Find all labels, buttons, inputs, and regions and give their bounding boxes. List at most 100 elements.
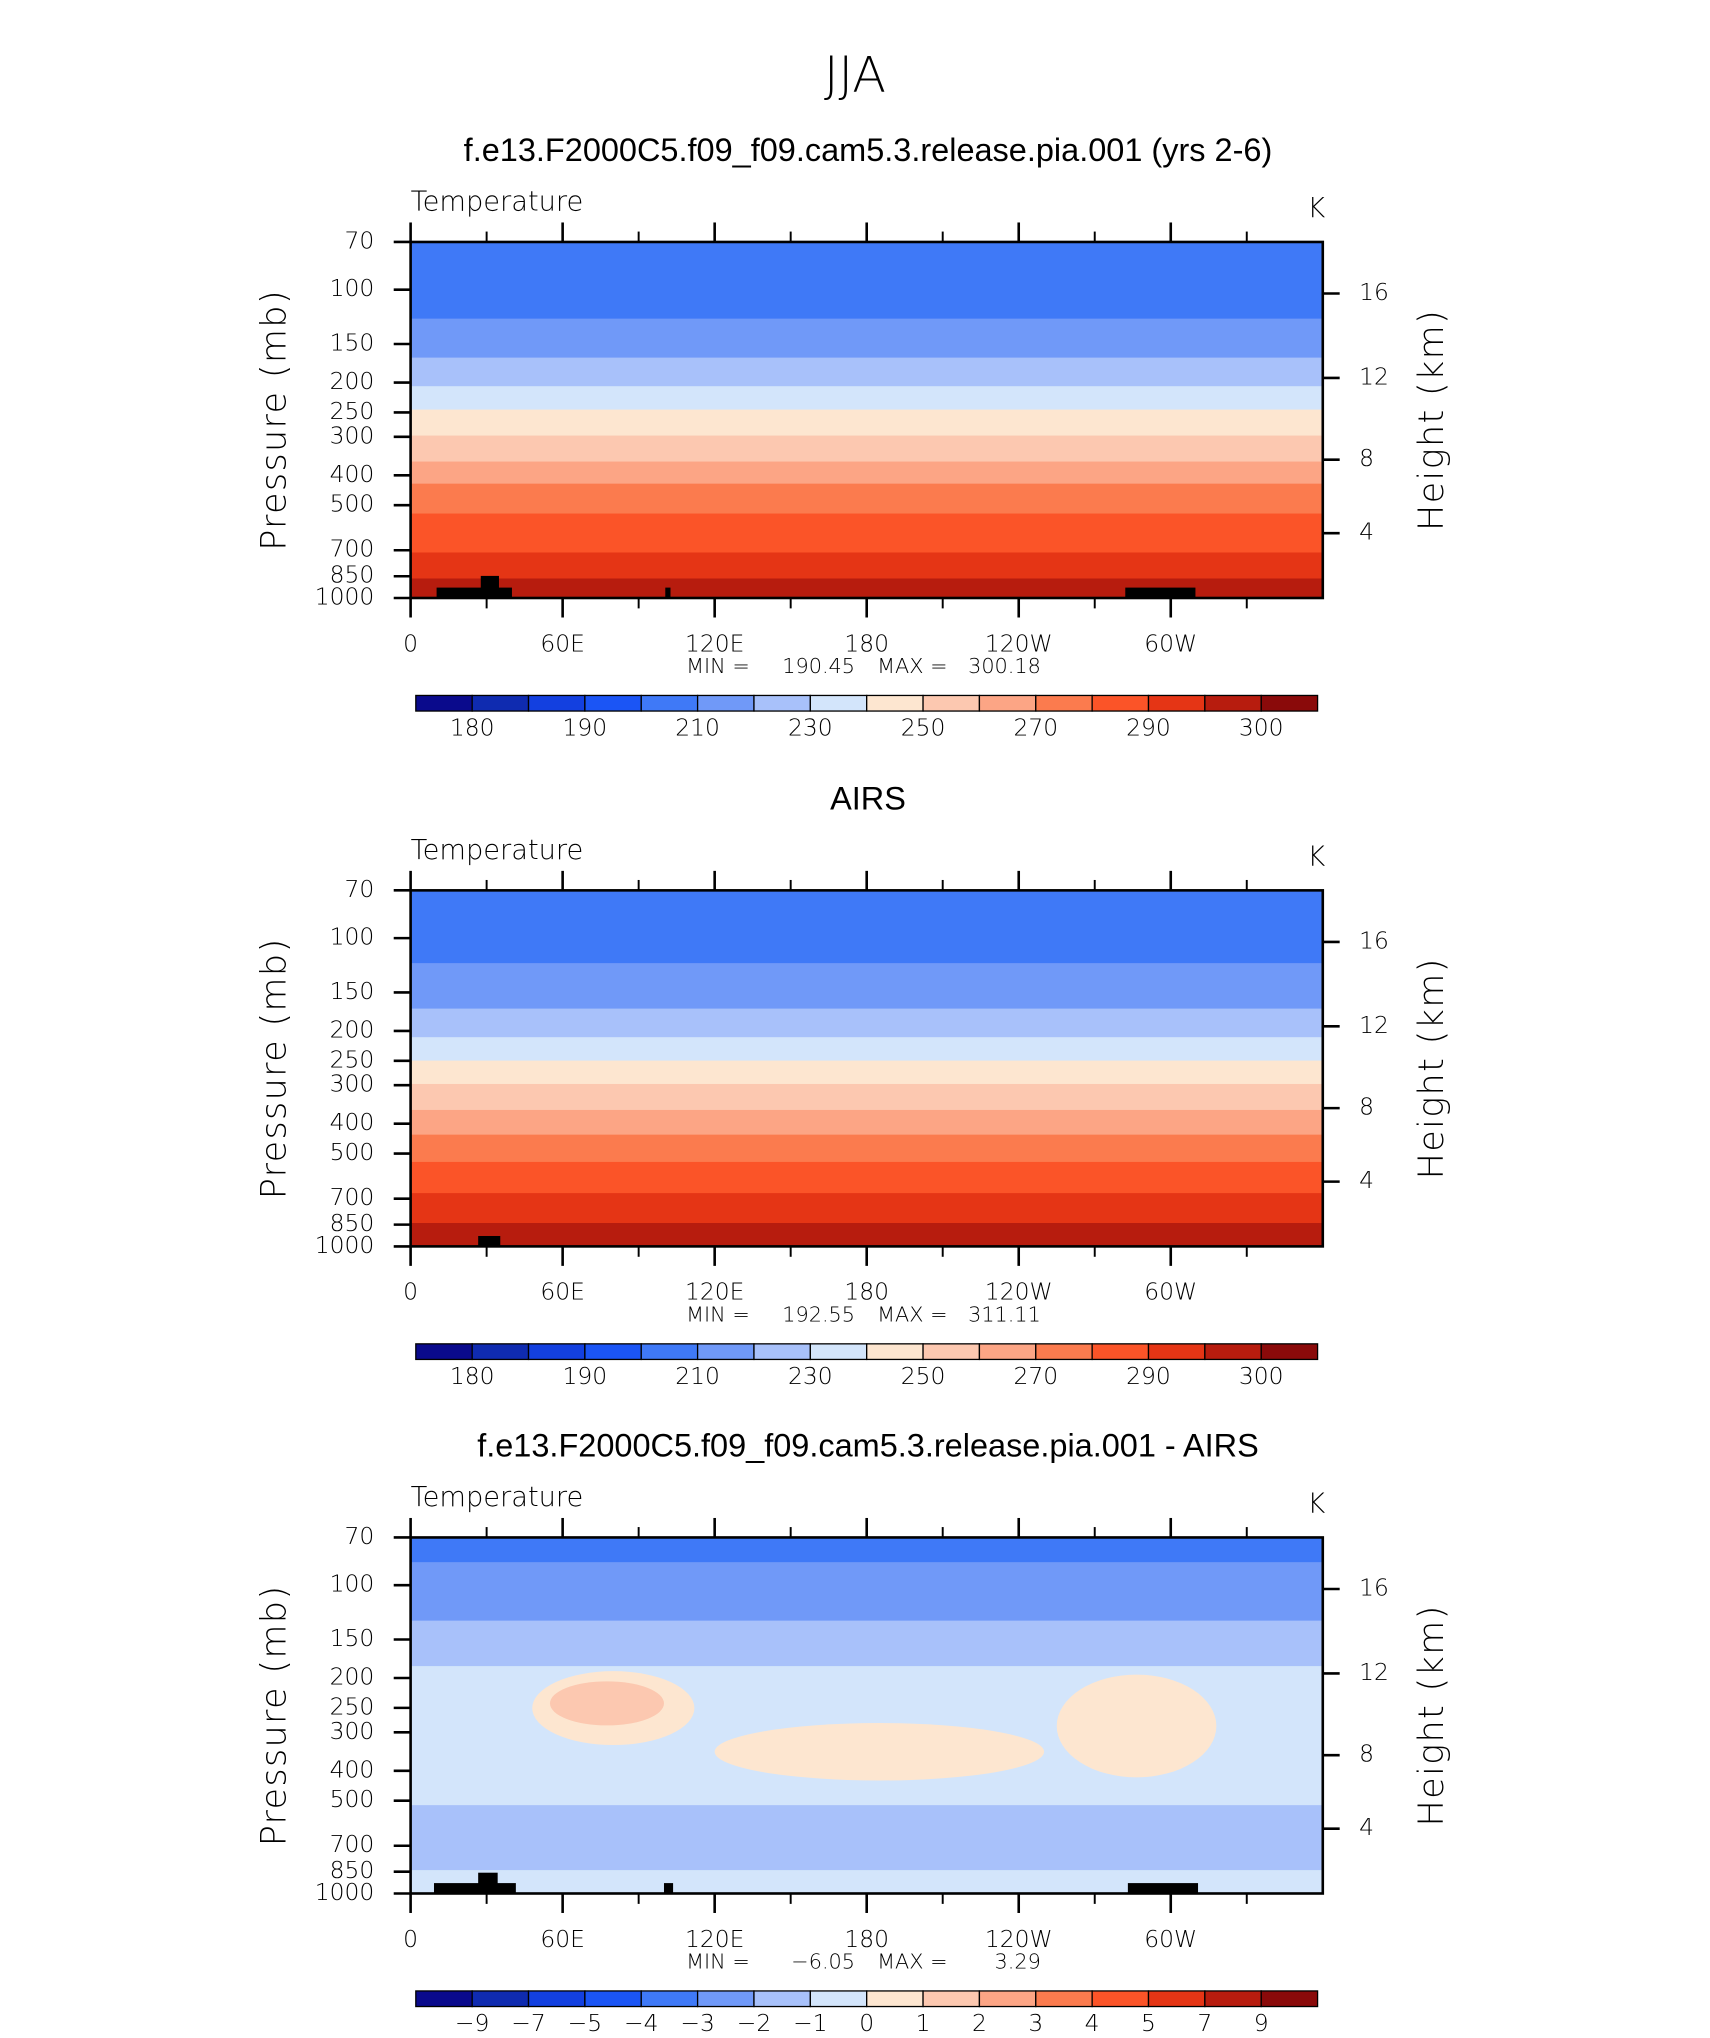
y2-tick-label: 4 [1359, 518, 1374, 546]
colorbar-box [1204, 694, 1262, 712]
x-tick-label: 120E [685, 1278, 744, 1306]
colorbar-box [866, 1343, 924, 1361]
y-tick-label: 500 [330, 490, 375, 518]
colorbar-box [696, 1990, 755, 2008]
max-value: 311.11 [968, 1302, 1041, 1326]
colorbar-label: 2 [972, 2009, 987, 2037]
x-tick-label: 120W [985, 629, 1053, 657]
variable-label: Temperature [411, 835, 584, 866]
colorbar-label: 290 [1126, 1362, 1171, 1390]
contour-band [410, 1060, 1323, 1085]
colorbar-box [527, 1343, 586, 1361]
x-tick-label: 180 [844, 1278, 889, 1306]
topography [478, 1235, 501, 1247]
colorbar-box [471, 694, 530, 712]
colorbar-box [1260, 1990, 1319, 2008]
x-tick-label: 0 [403, 629, 418, 657]
y2-tick-label: 8 [1359, 1093, 1374, 1121]
colorbar-box [1147, 1990, 1206, 2008]
y2-tick-label: 16 [1359, 926, 1389, 954]
contour-band [410, 1620, 1323, 1667]
contour-band [410, 483, 1323, 515]
y-axis-label: Pressure (mb) [253, 289, 294, 551]
colorbar-label: 210 [675, 1362, 720, 1390]
max-label: MAX = [877, 654, 947, 678]
contour-band [410, 1537, 1323, 1563]
colorbar-label: 9 [1254, 2009, 1269, 2037]
colorbar-label: 180 [450, 1362, 495, 1390]
colorbar-box [1091, 1343, 1150, 1361]
y-tick-label: 300 [330, 1070, 375, 1098]
colorbar-box [527, 1990, 586, 2008]
colorbar-label: 290 [1126, 714, 1171, 742]
colorbar-box [866, 1990, 924, 2008]
y2-tick-label: 12 [1359, 362, 1389, 390]
colorbar-box [415, 1343, 473, 1361]
y-tick-label: 100 [330, 1570, 375, 1598]
colorbar-label: 180 [450, 714, 495, 742]
min-value: −6.05 [791, 1949, 855, 1973]
colorbar-label: 300 [1239, 714, 1284, 742]
contour-band [410, 386, 1323, 411]
y-tick-label: 850 [330, 561, 375, 589]
colorbar-label: 0 [859, 2009, 874, 2037]
x-tick-label: 60W [1144, 1925, 1197, 1953]
figure-title: JJA [824, 46, 886, 104]
colorbar-label: 230 [788, 1362, 833, 1390]
colorbar-label: 5 [1141, 2009, 1156, 2037]
colorbar-box [753, 1343, 811, 1361]
colorbar-box [640, 1990, 699, 2008]
y-tick-label: 150 [330, 329, 375, 357]
y-tick-label: 150 [330, 977, 375, 1005]
colorbar-label: 7 [1197, 2009, 1212, 2037]
y-tick-label: 200 [330, 1663, 375, 1691]
colorbar-box [978, 694, 1037, 712]
colorbar-box [978, 1343, 1037, 1361]
anomaly [549, 1681, 664, 1726]
max-value: 300.18 [968, 654, 1041, 678]
contour-band [410, 513, 1323, 554]
colorbar-box [922, 1990, 981, 2008]
colorbar-box [415, 694, 473, 712]
x-tick-label: 0 [403, 1925, 418, 1953]
colorbar-label: 1 [916, 2009, 931, 2037]
colorbar-label: 230 [788, 714, 833, 742]
colorbar-box [584, 1990, 642, 2008]
colorbar-label: 210 [675, 714, 720, 742]
contour-band [410, 890, 1323, 964]
colorbar-box [1147, 1343, 1206, 1361]
y2-tick-label: 12 [1359, 1658, 1389, 1686]
contour-band [410, 409, 1323, 437]
colorbar-box [471, 1990, 530, 2008]
colorbar-box [696, 694, 755, 712]
max-value: 3.29 [995, 1949, 1041, 1973]
colorbar-box [753, 694, 811, 712]
y2-tick-label: 4 [1359, 1166, 1374, 1194]
y-tick-label: 850 [330, 1856, 375, 1884]
colorbar-box [415, 1990, 473, 2008]
colorbar-box [1035, 1343, 1093, 1361]
colorbar-box [1260, 694, 1319, 712]
x-tick-label: 60W [1144, 1278, 1197, 1306]
anomaly [714, 1723, 1045, 1781]
x-tick-label: 120W [985, 1925, 1053, 1953]
colorbar-label: 250 [901, 714, 946, 742]
contour-band [410, 461, 1323, 485]
y2-tick-label: 12 [1359, 1011, 1389, 1039]
colorbar-box [1035, 694, 1093, 712]
colorbar-box [1260, 1343, 1319, 1361]
y-tick-label: 200 [330, 367, 375, 395]
y2-tick-label: 8 [1359, 444, 1374, 472]
y-tick-label: 400 [330, 1108, 375, 1136]
topography [665, 587, 671, 598]
y2-tick-label: 8 [1359, 1740, 1374, 1768]
panel: AIRS Temperature K Pressure (mb) Height (km)… [253, 780, 1452, 1390]
panel: f.e13.F2000C5.f09_f09.cam5.3.release.pia… [253, 1427, 1452, 2037]
contour-band [410, 578, 1323, 599]
panel-title: f.e13.F2000C5.f09_f09.cam5.3.release.pia… [464, 132, 1273, 168]
colorbar-label: −4 [624, 2009, 658, 2037]
x-tick-label: 120E [685, 1925, 744, 1953]
y-tick-label: 250 [330, 1692, 375, 1720]
min-label: MIN = [686, 1302, 750, 1326]
panel: f.e13.F2000C5.f09_f09.cam5.3.release.pia… [253, 132, 1452, 742]
